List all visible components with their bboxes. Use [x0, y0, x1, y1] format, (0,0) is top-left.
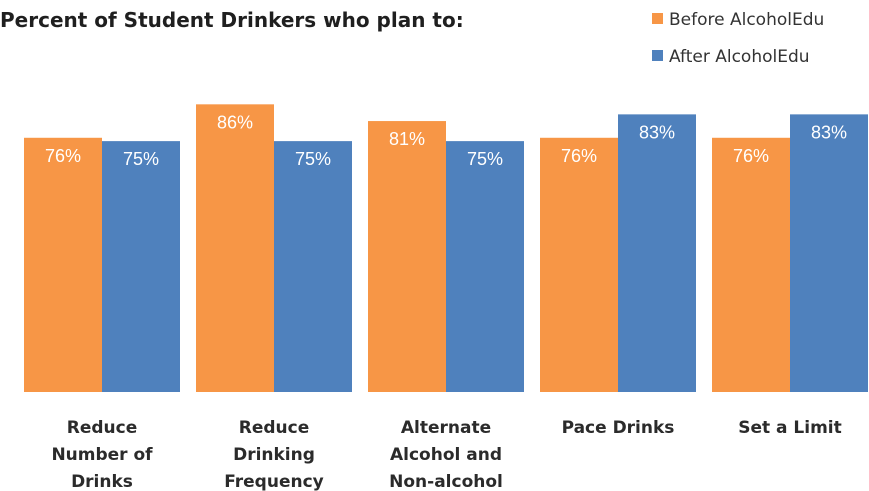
- legend-label-after: After AlcoholEdu: [669, 47, 810, 67]
- value-label-before-4: 76%: [733, 146, 769, 166]
- value-label-before-3: 76%: [561, 146, 597, 166]
- bar-before-1: [196, 104, 274, 392]
- category-label-2: Alternate Alcohol and Non-alcohol: [389, 418, 503, 491]
- category-label-1: Reduce Drinking Frequency: [224, 418, 324, 491]
- value-label-after-2: 75%: [467, 149, 503, 169]
- bar-after-1: [274, 141, 352, 392]
- value-label-before-2: 81%: [389, 129, 425, 149]
- legend: Before AlcoholEdu After AlcoholEdu: [652, 10, 824, 67]
- legend-swatch-before: [652, 13, 663, 24]
- bar-after-4: [790, 114, 868, 393]
- bar-before-0: [24, 137, 102, 392]
- bar-before-4: [712, 137, 790, 392]
- value-labels-group: 76% 75% 86% 75% 81% 75% 76% 83% 76% 83%: [45, 112, 847, 169]
- bar-after-0: [102, 141, 180, 392]
- bar-before-2: [368, 121, 446, 393]
- category-label-0: Reduce Number of Drinks: [51, 418, 153, 491]
- value-label-before-1: 86%: [217, 112, 253, 132]
- chart-title: Percent of Student Drinkers who plan to:: [0, 8, 464, 32]
- value-label-after-4: 83%: [811, 122, 847, 142]
- bar-before-3: [540, 137, 618, 392]
- category-labels-group: Reduce Number of Drinks Reduce Drinking Frequ…: [51, 418, 841, 491]
- value-label-before-0: 76%: [45, 146, 81, 166]
- legend-swatch-after: [652, 50, 663, 61]
- bar-after-2: [446, 141, 524, 392]
- value-label-after-3: 83%: [639, 122, 675, 142]
- value-label-after-0: 75%: [123, 149, 159, 169]
- category-label-3: Pace Drinks: [562, 418, 675, 438]
- category-label-4: Set a Limit: [738, 418, 842, 438]
- value-label-after-1: 75%: [295, 149, 331, 169]
- bars-group: [24, 104, 868, 393]
- bar-after-3: [618, 114, 696, 393]
- legend-label-before: Before AlcoholEdu: [669, 10, 824, 30]
